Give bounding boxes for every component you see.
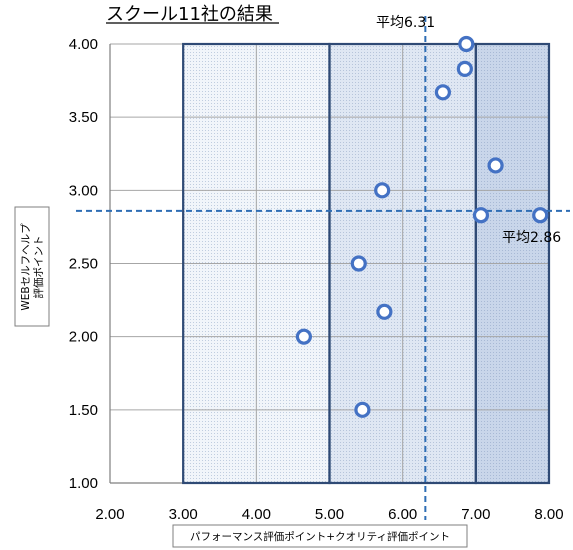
points-layer bbox=[295, 35, 549, 418]
x-tick-label-0: 2.00 bbox=[95, 506, 124, 523]
x-tick-label-3: 5.00 bbox=[315, 506, 344, 523]
data-point-3 bbox=[350, 255, 367, 272]
y-tick-label-6: 4.00 bbox=[69, 36, 98, 53]
data-point-11 bbox=[532, 207, 549, 224]
x-axis-label-box: パフォーマンス評価ポイント+クオリティ評価ポイント bbox=[172, 524, 468, 548]
data-point-4 bbox=[376, 303, 393, 320]
zone-3-border bbox=[474, 42, 551, 485]
zone-border-layer bbox=[182, 42, 551, 485]
data-point-2 bbox=[354, 401, 371, 418]
y-tick-label-2: 2.00 bbox=[69, 329, 98, 346]
x-axis-label: パフォーマンス評価ポイント+クオリティ評価ポイント bbox=[190, 530, 450, 543]
y-tick-label-1: 1.50 bbox=[69, 402, 98, 419]
data-point-8 bbox=[458, 35, 475, 53]
x-tick-label-5: 7.00 bbox=[461, 506, 490, 523]
data-point-7 bbox=[456, 60, 473, 77]
chart-title: スクール11社の結果 bbox=[106, 4, 273, 25]
data-point-6 bbox=[434, 84, 452, 101]
data-point-10 bbox=[487, 157, 504, 174]
x-tick-label-6: 8.00 bbox=[534, 506, 563, 523]
y-axis-label-line-2: 評価ポイント bbox=[32, 236, 45, 299]
data-point-5 bbox=[374, 182, 391, 199]
tick-label-layer: 2.00 3.00 4.00 5.00 6.00 7.00 8.00 1.00 1.50 2.00… bbox=[69, 36, 564, 523]
y-tick-label-5: 3.50 bbox=[69, 109, 98, 126]
data-point-1 bbox=[295, 328, 312, 345]
y-tick-label-3: 2.50 bbox=[69, 256, 98, 273]
mean-y-label: 平均2.86 bbox=[502, 230, 561, 246]
data-point-9 bbox=[472, 207, 490, 224]
x-tick-label-1: 3.00 bbox=[169, 506, 198, 523]
x-tick-label-2: 4.00 bbox=[242, 506, 271, 523]
y-tick-label-4: 3.00 bbox=[69, 182, 98, 199]
y-axis-label-line-1: WEBセルフヘルプ bbox=[20, 223, 32, 311]
mean-x-label: 平均6.31 bbox=[376, 15, 435, 31]
y-tick-label-0: 1.00 bbox=[69, 475, 98, 492]
y-axis-label-box: WEBセルフヘルプ 評価ポイント bbox=[14, 206, 50, 327]
x-tick-label-4: 6.00 bbox=[388, 506, 417, 523]
